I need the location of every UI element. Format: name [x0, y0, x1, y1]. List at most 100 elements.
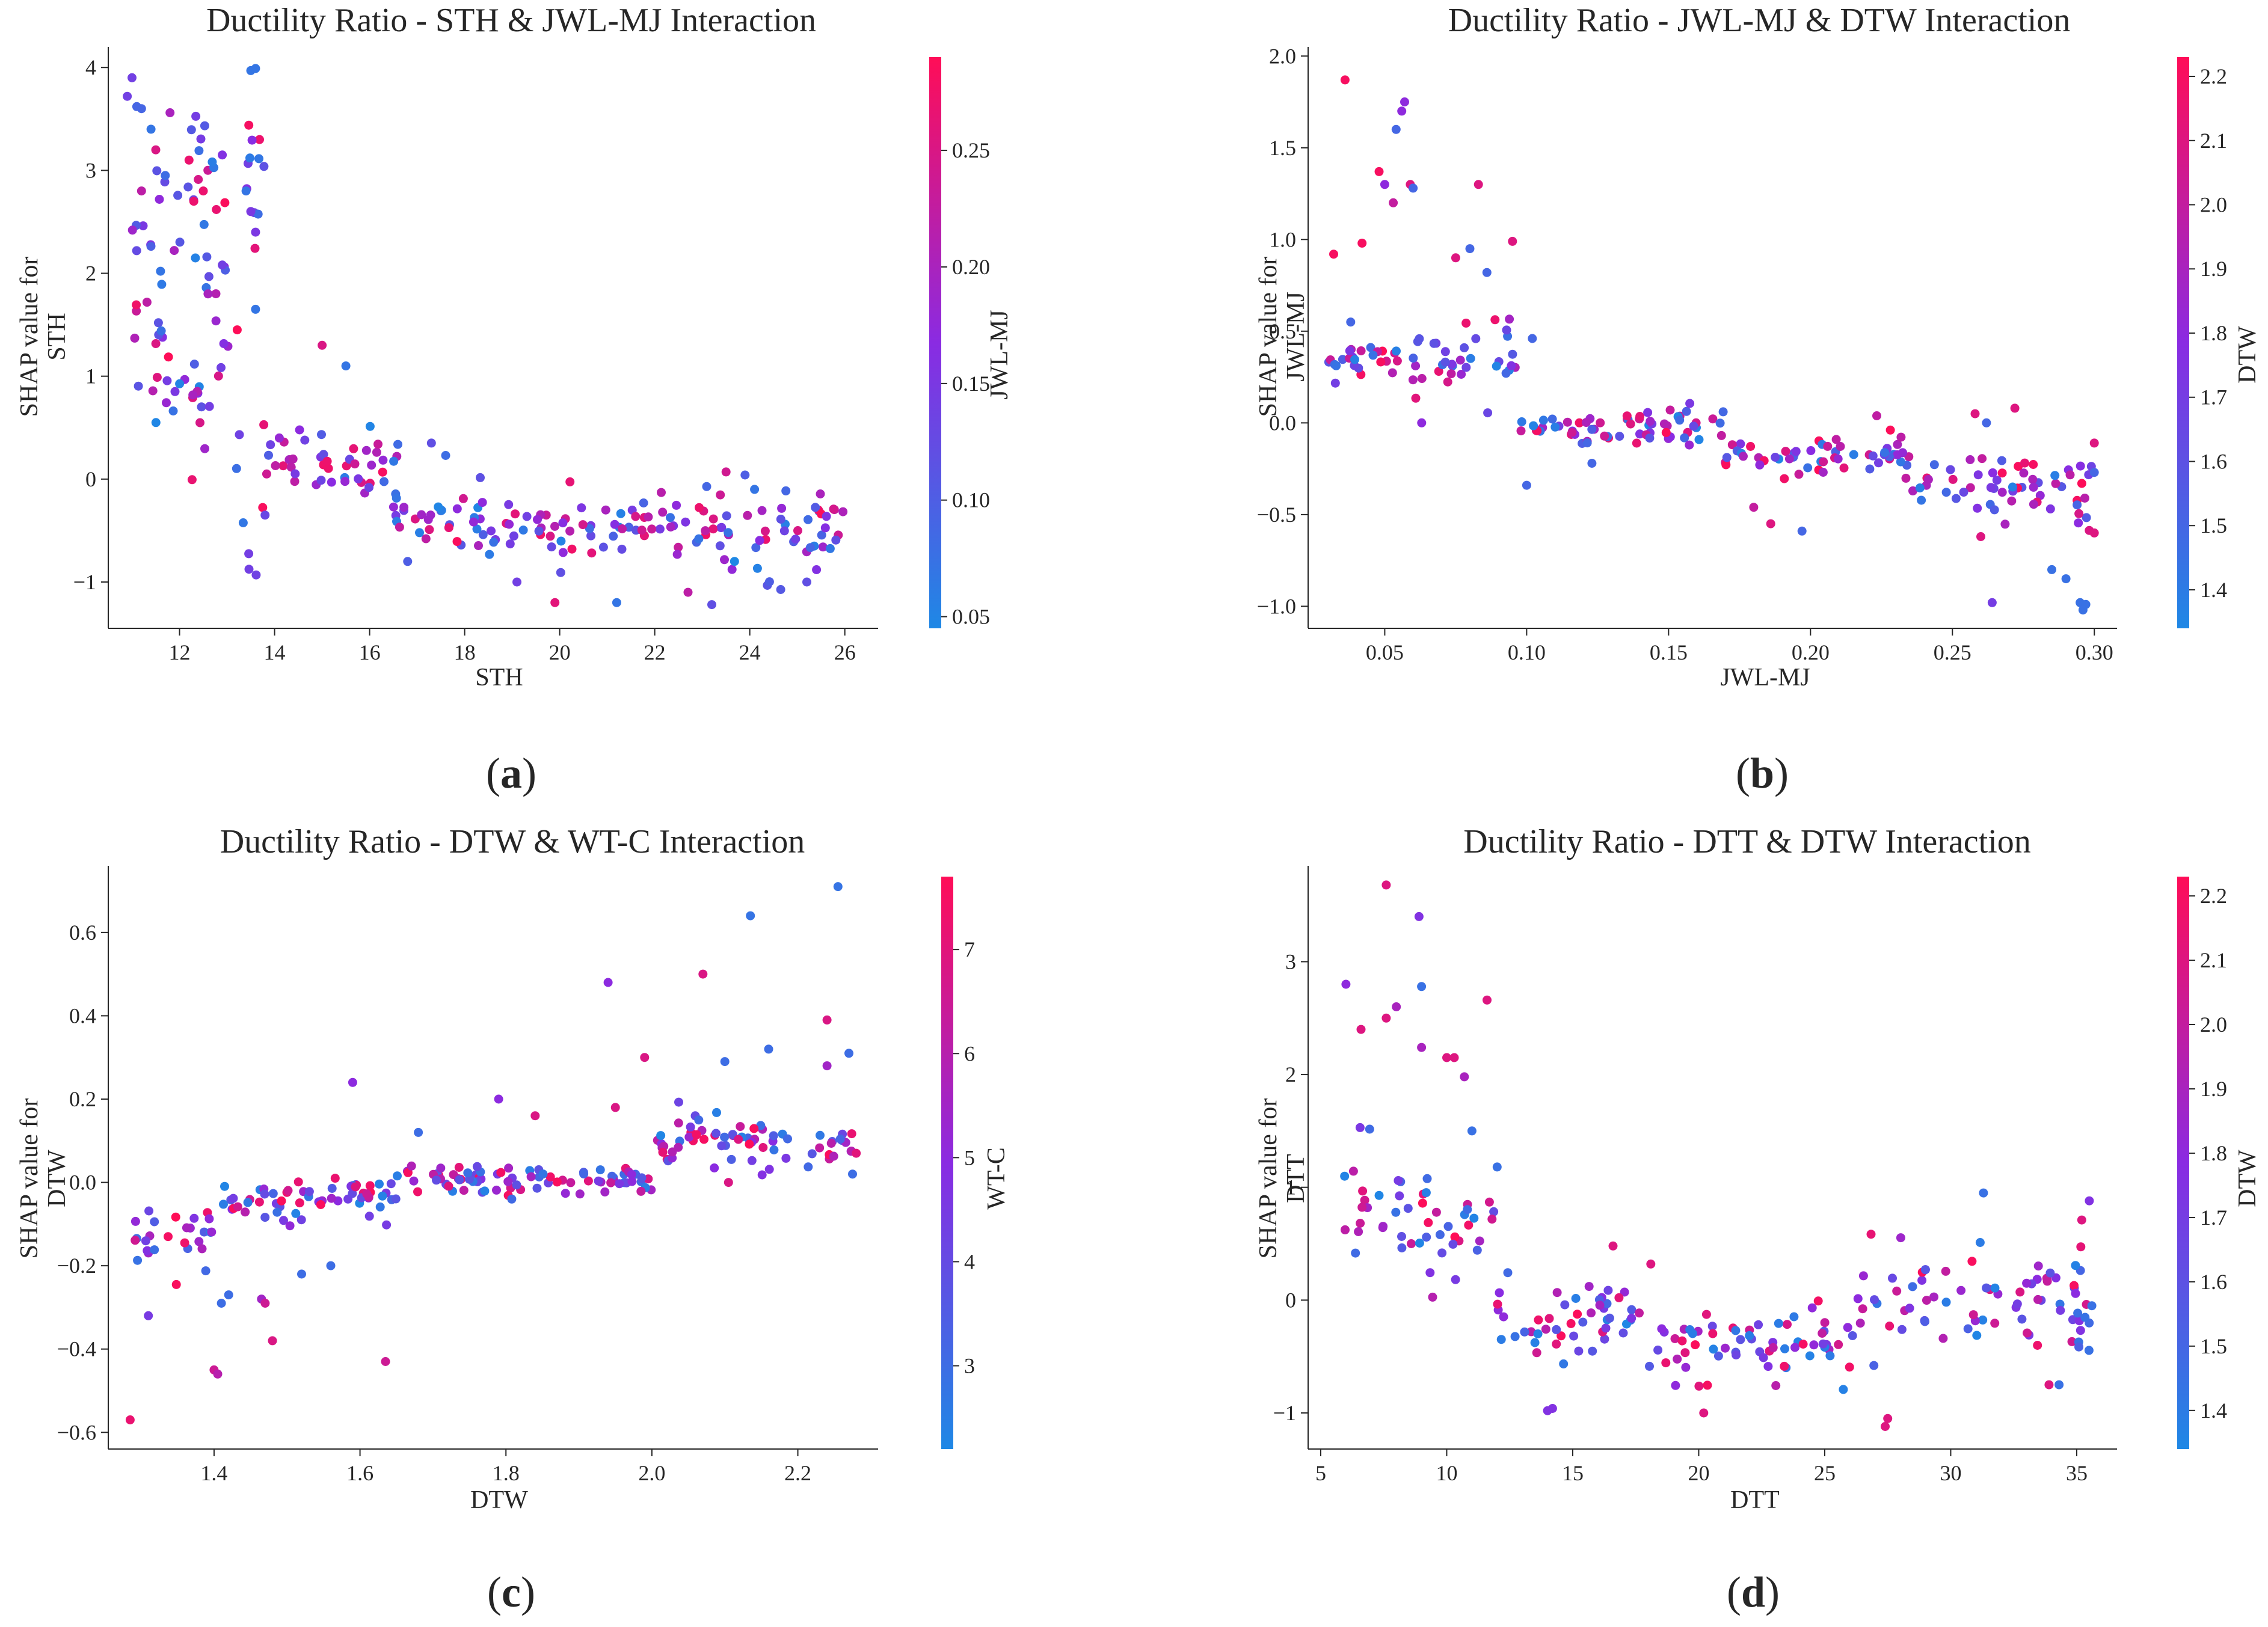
- data-point: [1892, 1286, 1902, 1296]
- y-tick-label: 0.6: [69, 921, 96, 945]
- data-point: [413, 1187, 422, 1197]
- data-point: [1670, 1334, 1680, 1343]
- data-point: [319, 450, 328, 459]
- data-point: [2019, 468, 2029, 478]
- colorbar-tick-label: 1.4: [2200, 578, 2227, 602]
- data-point: [815, 1143, 825, 1153]
- data-point: [1354, 1227, 1363, 1236]
- colorbar-tick-label: 0.10: [952, 488, 990, 512]
- y-tick-label: 0.4: [69, 1003, 96, 1028]
- data-point: [199, 219, 209, 229]
- data-point: [201, 1266, 211, 1276]
- data-point: [530, 1111, 540, 1121]
- data-point: [153, 318, 163, 328]
- data-point: [200, 444, 209, 453]
- data-point: [583, 1176, 593, 1186]
- data-point: [1874, 458, 1883, 468]
- y-tick-label: 0.0: [1269, 411, 1296, 435]
- colorbar-tick-label: 1.8: [2200, 1141, 2227, 1165]
- data-point: [1798, 1340, 1808, 1349]
- data-point: [518, 525, 528, 535]
- data-point: [1848, 1331, 1857, 1340]
- data-point: [1990, 1283, 2000, 1293]
- data-point: [505, 519, 514, 529]
- data-point: [444, 1181, 453, 1191]
- data-point: [148, 386, 158, 396]
- data-point: [452, 537, 462, 547]
- data-point: [1883, 1414, 1893, 1423]
- data-point: [1397, 1232, 1406, 1241]
- data-point: [1332, 361, 1341, 370]
- data-point: [274, 433, 284, 443]
- x-tick-label: 12: [169, 640, 191, 664]
- data-point: [378, 455, 388, 465]
- data-point: [389, 456, 399, 466]
- data-point: [426, 510, 435, 520]
- data-point: [1831, 435, 1841, 444]
- data-point: [1880, 448, 1890, 458]
- data-point: [1701, 1310, 1711, 1319]
- x-tick-label: 0.15: [1650, 640, 1688, 664]
- data-point: [769, 1145, 779, 1154]
- data-point: [1587, 459, 1597, 468]
- data-point: [187, 475, 197, 485]
- data-point: [793, 526, 802, 535]
- data-point: [699, 1135, 708, 1144]
- data-point: [565, 477, 575, 486]
- data-point: [804, 1162, 813, 1172]
- data-point: [720, 1132, 730, 1142]
- colorbar: [2177, 877, 2189, 1449]
- colorbar-label: DTW: [2234, 326, 2261, 384]
- data-point: [1356, 1219, 1365, 1228]
- data-point: [684, 1132, 694, 1142]
- data-point: [757, 1170, 767, 1180]
- y-tick-label: 1: [85, 364, 96, 388]
- data-point: [251, 570, 261, 580]
- data-point: [478, 498, 487, 507]
- data-point: [715, 541, 725, 551]
- data-point: [1855, 1319, 1865, 1328]
- colorbar-tick-label: 0.25: [952, 138, 990, 162]
- data-point: [188, 390, 198, 400]
- data-point: [1517, 417, 1526, 426]
- data-point: [1429, 339, 1439, 348]
- data-point: [1492, 1162, 1502, 1172]
- colorbar-label: DTW: [2234, 1150, 2261, 1207]
- data-point: [829, 1151, 838, 1161]
- data-point: [485, 550, 494, 559]
- data-point: [1818, 1339, 1828, 1349]
- data-point: [409, 1176, 419, 1186]
- data-point: [1394, 1176, 1403, 1185]
- data-point: [777, 503, 787, 513]
- data-point: [683, 587, 693, 597]
- data-point: [1595, 1301, 1605, 1310]
- data-point: [348, 1077, 357, 1087]
- data-point: [1440, 357, 1450, 367]
- data-point: [1988, 468, 1997, 477]
- data-point: [1716, 430, 1726, 440]
- data-point: [452, 504, 462, 513]
- data-point: [361, 446, 371, 455]
- scatter-points: [1324, 75, 2099, 614]
- data-point: [1990, 1319, 2000, 1328]
- data-point: [375, 1179, 384, 1189]
- data-point: [137, 186, 146, 196]
- data-point: [783, 1134, 792, 1144]
- data-point: [1929, 460, 1939, 470]
- data-point: [1688, 1329, 1697, 1338]
- data-point: [1941, 1298, 1951, 1307]
- data-point: [1781, 447, 1790, 456]
- data-point: [2008, 482, 2017, 492]
- data-point: [496, 1168, 506, 1177]
- data-point: [300, 435, 310, 445]
- x-tick-label: 15: [1562, 1461, 1584, 1485]
- colorbar-label: WT-C: [983, 1147, 1010, 1209]
- panel-label: (b): [1736, 749, 1789, 797]
- data-point: [393, 440, 402, 449]
- data-point: [640, 1053, 650, 1062]
- colorbar-tick-label: 1.9: [2200, 257, 2227, 281]
- data-point: [1922, 1296, 1931, 1305]
- data-point: [458, 494, 468, 503]
- data-point: [1588, 1346, 1597, 1356]
- data-point: [246, 207, 256, 216]
